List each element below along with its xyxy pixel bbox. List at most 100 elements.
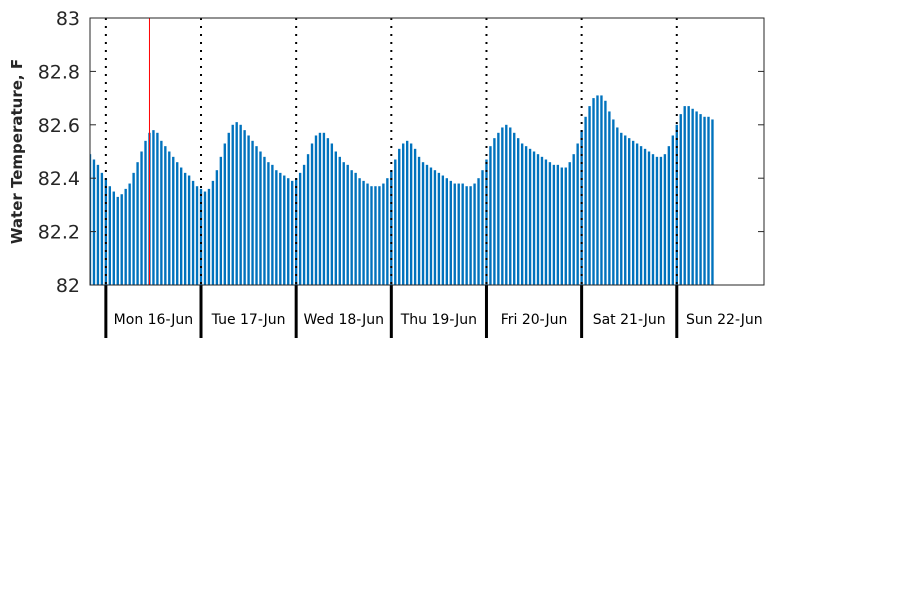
temperature-bar: [437, 172, 441, 285]
y-tick-label: 82.2: [38, 222, 80, 244]
temperature-bar: [691, 108, 694, 285]
temperature-bar: [255, 146, 258, 285]
temperature-bar: [310, 143, 314, 285]
temperature-bar: [207, 188, 211, 285]
temperature-bar: [191, 180, 195, 285]
temperature-bar: [643, 148, 647, 285]
temperature-bar: [100, 172, 104, 285]
temperature-bar: [160, 140, 163, 285]
temperature-bar: [156, 132, 159, 285]
temperature-bar: [449, 180, 452, 285]
temperature-bar: [509, 127, 512, 285]
day-separators: [104, 18, 679, 338]
temperature-bar: [493, 138, 496, 285]
temperature-bar: [532, 151, 536, 285]
temperature-bar: [199, 188, 203, 285]
temperature-bar: [136, 162, 139, 285]
temperature-bar: [453, 183, 456, 285]
temperature-bar: [631, 140, 635, 285]
temperature-bar: [318, 132, 322, 285]
temperature-bar: [227, 132, 230, 285]
y-axis-label: Water Temperature, F: [8, 59, 26, 244]
temperature-bar: [398, 148, 401, 285]
temperature-bar: [231, 124, 234, 285]
temperature-bar: [687, 106, 690, 285]
temperature-bar: [552, 164, 556, 285]
temperature-bar: [540, 156, 544, 285]
temperature-bar: [647, 151, 651, 285]
temperature-bar: [104, 178, 108, 285]
temperature-bar: [671, 135, 674, 285]
temperature-bar: [382, 183, 385, 285]
temperature-bar: [469, 186, 472, 285]
temperature-bar: [548, 162, 552, 285]
temperature-bar: [489, 146, 492, 285]
temperature-bar: [342, 162, 345, 285]
temperature-bar: [291, 180, 294, 285]
temperature-bar: [477, 178, 480, 285]
temperature-bar: [128, 183, 131, 285]
temperature-bar: [183, 172, 187, 285]
temperature-bar: [239, 124, 242, 285]
temperature-bar: [215, 170, 219, 285]
temperature-bar: [116, 196, 119, 285]
temperature-bar: [90, 154, 92, 285]
temperature-bar: [675, 124, 678, 285]
temperature-bar: [294, 178, 298, 285]
temperature-bar: [338, 156, 341, 285]
temperature-bar: [402, 143, 405, 285]
temperature-bar: [564, 167, 567, 285]
temperature-bar: [140, 151, 143, 285]
temperature-bar: [211, 180, 215, 285]
temperature-bar: [528, 148, 532, 285]
temperature-bar: [651, 154, 655, 285]
temperature-bar: [635, 143, 639, 285]
temperature-bar: [520, 143, 524, 285]
temperature-bar: [247, 135, 250, 285]
temperature-bar: [659, 156, 663, 285]
temperature-bar: [620, 132, 623, 285]
temperature-bar: [572, 154, 575, 285]
temperature-bar: [132, 172, 135, 285]
temperature-bar: [358, 178, 361, 285]
temperature-bar: [433, 170, 437, 285]
day-label: Fri 20-Jun: [501, 312, 568, 328]
temperature-bar: [421, 162, 425, 285]
temperature-bar: [485, 159, 488, 285]
temperature-bar: [461, 183, 464, 285]
temperature-bar: [271, 164, 274, 285]
temperature-bar: [203, 191, 207, 285]
temperature-bar: [703, 116, 706, 285]
temperature-bar: [394, 159, 397, 285]
temperature-bar: [322, 132, 326, 285]
temperature-bar: [92, 159, 96, 285]
temperature-bar: [465, 186, 468, 285]
day-label: Sun 22-Jun: [686, 312, 763, 328]
x-axis-day-labels: Mon 16-Jun Tue 17-Jun Wed 18-Jun Thu 19-Jun…: [114, 312, 763, 328]
temperature-bar: [580, 130, 583, 285]
temperature-bar: [429, 167, 433, 285]
temperature-bar: [473, 183, 476, 285]
temperature-bar: [576, 143, 579, 285]
temperature-bar: [417, 156, 421, 285]
temperature-bar: [596, 95, 599, 286]
temperature-bar: [699, 114, 702, 286]
day-label: Tue 17-Jun: [211, 312, 286, 328]
y-tick-label: 82.4: [38, 168, 80, 190]
temperature-bar: [168, 151, 171, 285]
temperature-bar: [536, 154, 540, 285]
bar-series: [90, 95, 714, 286]
temperature-bar: [505, 124, 508, 285]
temperature-bar: [346, 164, 349, 285]
temperature-bar: [624, 135, 627, 285]
temperature-bar: [362, 180, 365, 285]
temperature-bar: [164, 146, 167, 285]
temperature-bar: [287, 178, 290, 285]
temperature-bar: [441, 175, 445, 285]
temperature-bar: [679, 114, 682, 286]
temperature-bar: [283, 175, 286, 285]
temperature-bar: [172, 156, 175, 285]
temperature-bar: [517, 138, 520, 285]
temperature-bar: [695, 111, 698, 285]
